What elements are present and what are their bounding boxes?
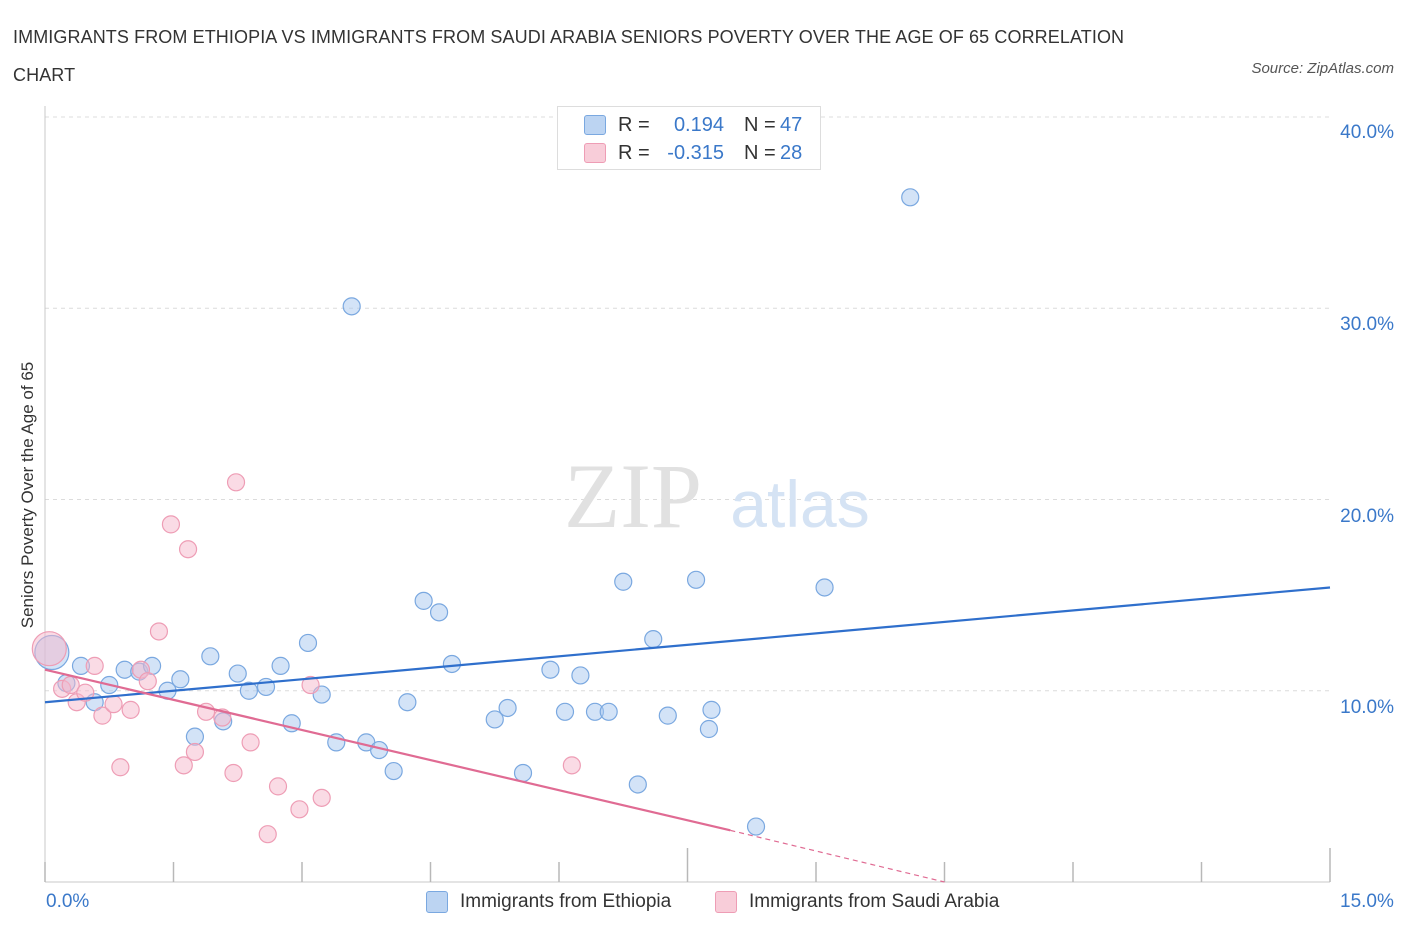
point-ethiopia [555,702,575,721]
watermark-zip: ZIP [564,445,702,547]
point-ethiopia [298,633,318,653]
bottom-legend-ethiopia: Immigrants from Ethiopia [426,888,671,916]
point-ethiopia [398,693,417,712]
point-saudi [241,733,260,752]
point-ethiopia [239,681,258,700]
point-ethiopia [271,656,290,675]
point-ethiopia [815,578,834,597]
point-saudi [76,683,95,702]
legend-swatch-ethiopia [584,115,606,135]
legend-n-value-ethiopia: 47 [780,113,803,136]
point-saudi [174,756,193,775]
trend-line-ethiopia [44,586,1331,704]
point-ethiopia [599,702,618,721]
trend-line-saudi [44,668,731,832]
point-saudi [161,515,181,534]
point-saudi [185,742,205,762]
bottom-legend-swatch-ethiopia [426,891,448,913]
bottom-legend-label-saudi: Immigrants from Saudi Arabia [749,891,1000,912]
y-tick-label-30: 30.0% [1340,314,1394,335]
legend-row-saudi: R = -0.315 N = 28 [584,140,802,166]
point-ethiopia [442,654,462,674]
point-saudi [104,695,123,714]
trend-line-saudi-extension [730,829,945,883]
legend-r-value-saudi: -0.315 [667,141,724,164]
legend-r-label: R = [618,141,650,164]
bottom-legend-label-ethiopia: Immigrants from Ethiopia [460,891,672,912]
point-saudi [301,675,320,695]
legend-n-value-saudi: 28 [780,141,803,164]
bottom-legend-swatch-saudi [715,891,737,913]
axes [44,106,1331,883]
point-saudi [290,800,309,819]
legend-row-ethiopia: R = 0.194 N = 47 [584,112,802,138]
point-ethiopia [541,660,560,679]
point-ethiopia [702,700,721,719]
point-ethiopia [746,817,766,836]
point-ethiopia [429,603,449,622]
point-ethiopia [513,763,533,783]
point-ethiopia [342,297,361,316]
chart-source: Source: ZipAtlas.com [1251,60,1394,77]
legend-n-label: N = [744,141,776,164]
y-axis-label: Seniors Poverty Over the Age of 65 [18,361,37,629]
legend-swatch-saudi [584,143,606,163]
x-tick-label-max: 15.0% [1340,891,1394,912]
point-ethiopia [644,630,663,649]
point-ethiopia [201,647,220,666]
point-saudi [226,473,246,492]
point-saudi [93,706,112,725]
point-ethiopia [185,727,205,746]
x-tick-label-min: 0.0% [46,891,90,912]
watermark: ZIP atlas [564,445,870,547]
trend-lines [44,586,1331,883]
point-ethiopia [658,706,677,725]
y-tick-label-10: 10.0% [1340,697,1394,718]
point-ethiopia [571,666,590,685]
point-ethiopia [628,775,647,794]
point-saudi [31,631,67,667]
point-ethiopia [686,570,706,589]
y-tick-label-20: 20.0% [1340,506,1394,527]
watermark-atlas: atlas [730,467,869,541]
point-saudi [178,540,198,559]
point-ethiopia [171,670,190,689]
chart-title: IMMIGRANTS FROM ETHIOPIA VS IMMIGRANTS F… [13,27,1125,85]
point-saudi [562,756,581,775]
series-saudi-points [31,473,581,844]
point-ethiopia [414,591,433,610]
point-ethiopia [901,188,920,207]
point-saudi [121,700,140,719]
point-ethiopia [614,572,633,591]
point-saudi [149,622,169,641]
bottom-legend-saudi: Immigrants from Saudi Arabia [715,888,999,916]
legend-r-label: R = [618,113,650,136]
legend-r-value-ethiopia: 0.194 [673,113,724,136]
series-ethiopia-points [34,188,920,836]
point-saudi [224,763,243,783]
y-tick-label-40: 40.0% [1340,122,1394,143]
point-ethiopia [699,719,719,739]
point-saudi [85,656,104,675]
point-saudi [258,825,277,844]
point-saudi [138,672,157,691]
point-saudi [111,758,130,777]
point-ethiopia [228,664,247,683]
stats-legend: R = 0.194 N = 47 R = -0.315 N = 28 [557,106,821,170]
legend-n-label: N = [744,113,776,136]
point-saudi [312,788,331,807]
point-ethiopia [384,761,403,781]
point-ethiopia [485,710,504,729]
point-ethiopia [498,698,517,718]
point-saudi [268,777,288,796]
